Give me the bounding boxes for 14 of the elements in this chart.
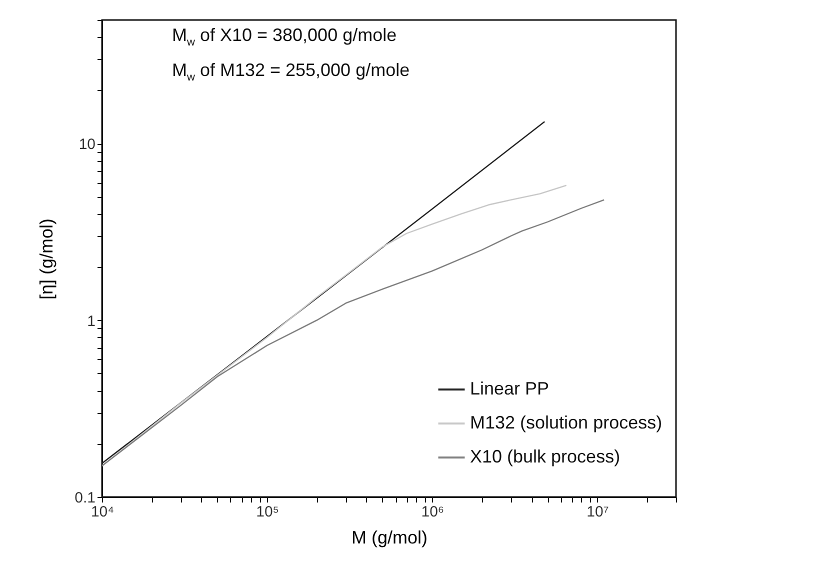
x-tick-label: 10⁶ bbox=[421, 504, 444, 520]
y-axis-title: [η] (g/mol) bbox=[36, 218, 57, 300]
x-tick-label: 10⁷ bbox=[586, 504, 609, 520]
legend-label: Linear PP bbox=[470, 378, 550, 398]
x-tick-label: 10⁴ bbox=[90, 504, 114, 520]
y-tick-label: 1 bbox=[87, 312, 96, 330]
legend-label: X10 (bulk process) bbox=[470, 446, 620, 466]
legend-label: M132 (solution process) bbox=[470, 412, 662, 432]
annotation: M$_{w}$ of X10 = 380,000 g/mole bbox=[172, 24, 398, 51]
y-tick-label: 10 bbox=[78, 136, 96, 154]
y-tick-label: 0.1 bbox=[74, 490, 96, 506]
x-tick-label: 10⁵ bbox=[256, 504, 280, 520]
x-axis-title: M (g/mol) bbox=[352, 528, 428, 548]
annotation: M$_{w}$ of M132 = 255,000 g/mole bbox=[172, 58, 410, 86]
